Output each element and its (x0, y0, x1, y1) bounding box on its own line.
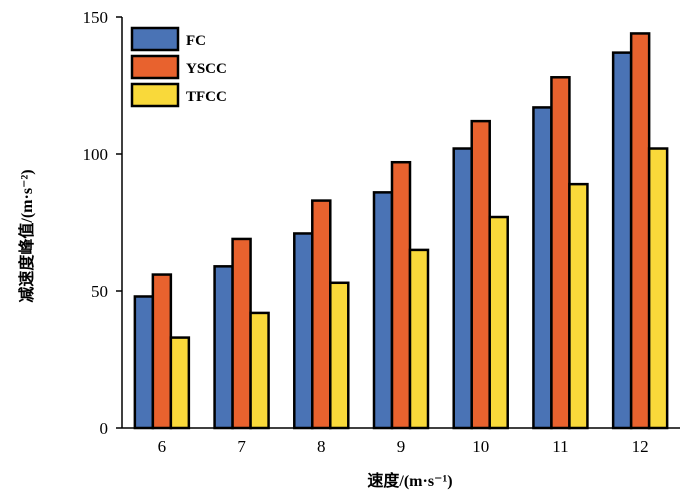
x-tick-label: 7 (237, 437, 246, 456)
bar-yscc-9 (390, 160, 412, 430)
y-tick-label: 50 (91, 282, 108, 301)
legend: FC YSCC TFCC (130, 26, 227, 108)
bar-fc-11 (532, 106, 553, 430)
legend-label-fc: FC (186, 33, 206, 49)
bar-fc-9 (372, 191, 394, 430)
bar-fc-6 (133, 295, 155, 430)
legend-label-yscc: YSCC (186, 61, 227, 77)
bar-tfcc-7 (249, 311, 270, 430)
bar-tfcc-8 (329, 281, 350, 430)
x-tick-label: 11 (552, 437, 568, 456)
bar-fc-8 (293, 232, 314, 430)
legend-label-tfcc: TFCC (186, 89, 227, 105)
legend-swatch-tfcc (130, 82, 180, 108)
ticks: 0 50 100 150 6 7 8 9 10 11 12 (83, 8, 649, 456)
bar-yscc-8 (311, 199, 332, 430)
x-tick-label: 6 (158, 437, 167, 456)
legend-swatch-yscc (130, 54, 180, 80)
y-axis-title: 减速度峰值/(m·s⁻²) (17, 169, 36, 302)
legend-swatch-fc (130, 26, 180, 52)
bar-yscc-10 (470, 119, 491, 430)
bar-yscc-6 (151, 273, 173, 430)
bar-fc-10 (452, 147, 473, 430)
bar-tfcc-9 (408, 248, 430, 430)
x-axis-title: 速度/(m·s⁻¹) (367, 471, 452, 490)
bar-yscc-11 (550, 76, 571, 430)
bar-tfcc-6 (169, 336, 191, 430)
bar-tfcc-12 (647, 147, 669, 430)
y-tick-label: 150 (83, 8, 109, 27)
x-tick-label: 9 (397, 437, 406, 456)
y-tick-label: 100 (83, 145, 109, 164)
bar-fc-7 (213, 265, 234, 430)
x-tick-label: 8 (317, 437, 326, 456)
bar-yscc-7 (231, 237, 252, 430)
bar-fc-12 (611, 51, 633, 430)
x-tick-label: 12 (632, 437, 649, 456)
bars (133, 32, 669, 430)
bar-yscc-12 (629, 32, 651, 430)
bar-tfcc-11 (568, 182, 589, 430)
x-tick-label: 10 (472, 437, 489, 456)
bar-tfcc-10 (488, 215, 509, 430)
y-tick-label: 0 (100, 419, 109, 438)
